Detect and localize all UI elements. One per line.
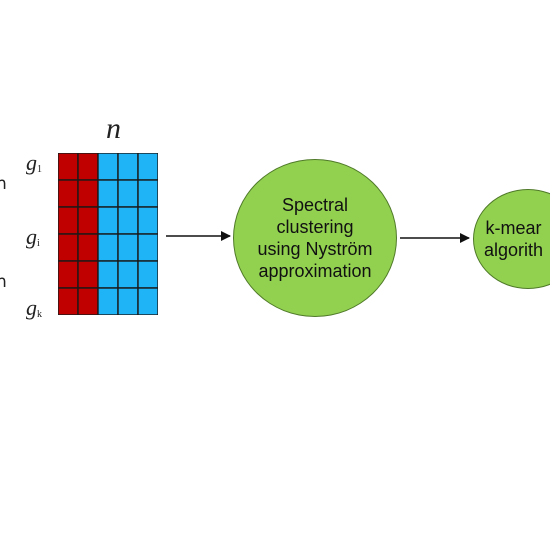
matrix-cell: [97, 206, 119, 235]
row-label-gk: gk: [26, 295, 42, 320]
spectral-clustering-text: Spectral clustering using Nyström approx…: [257, 195, 373, 281]
data-matrix: [58, 153, 158, 315]
matrix-cell: [137, 287, 158, 315]
matrix-cell: [137, 233, 158, 262]
matrix-cell: [58, 206, 79, 235]
matrix-cell: [77, 260, 99, 289]
matrix-cell: [58, 287, 79, 315]
matrix-cell: [77, 179, 99, 208]
matrix-cell: [137, 206, 158, 235]
spectral-clustering-node: Spectral clustering using Nyström approx…: [233, 159, 397, 317]
matrix-cell: [117, 287, 139, 315]
matrix-cell: [58, 233, 79, 262]
matrix-cell: [97, 153, 119, 181]
matrix-cell: [58, 260, 79, 289]
matrix-cell: [77, 153, 99, 181]
matrix-cell: [58, 153, 79, 181]
row-label-g1: g1: [26, 150, 42, 175]
matrix-cell: [117, 179, 139, 208]
matrix-cell: [97, 260, 119, 289]
matrix-cell: [137, 179, 158, 208]
matrix-cell: [77, 206, 99, 235]
matrix-cell: [77, 287, 99, 315]
matrix-cell: [117, 206, 139, 235]
row-label-gi: gi: [26, 224, 40, 249]
kmeans-text: k-mear algorith: [484, 218, 544, 260]
matrix-cell: [117, 153, 139, 181]
matrix-cell: [137, 260, 158, 289]
side-label-top: n: [0, 174, 7, 194]
matrix-cell: [97, 287, 119, 315]
side-label-bottom: n: [0, 272, 7, 292]
matrix-cell: [77, 233, 99, 262]
matrix-cell: [97, 233, 119, 262]
matrix-column-label: n: [106, 112, 121, 145]
matrix-cell: [117, 233, 139, 262]
matrix-cell: [137, 153, 158, 181]
matrix-cell: [58, 179, 79, 208]
matrix-cell: [97, 179, 119, 208]
matrix-cell: [117, 260, 139, 289]
